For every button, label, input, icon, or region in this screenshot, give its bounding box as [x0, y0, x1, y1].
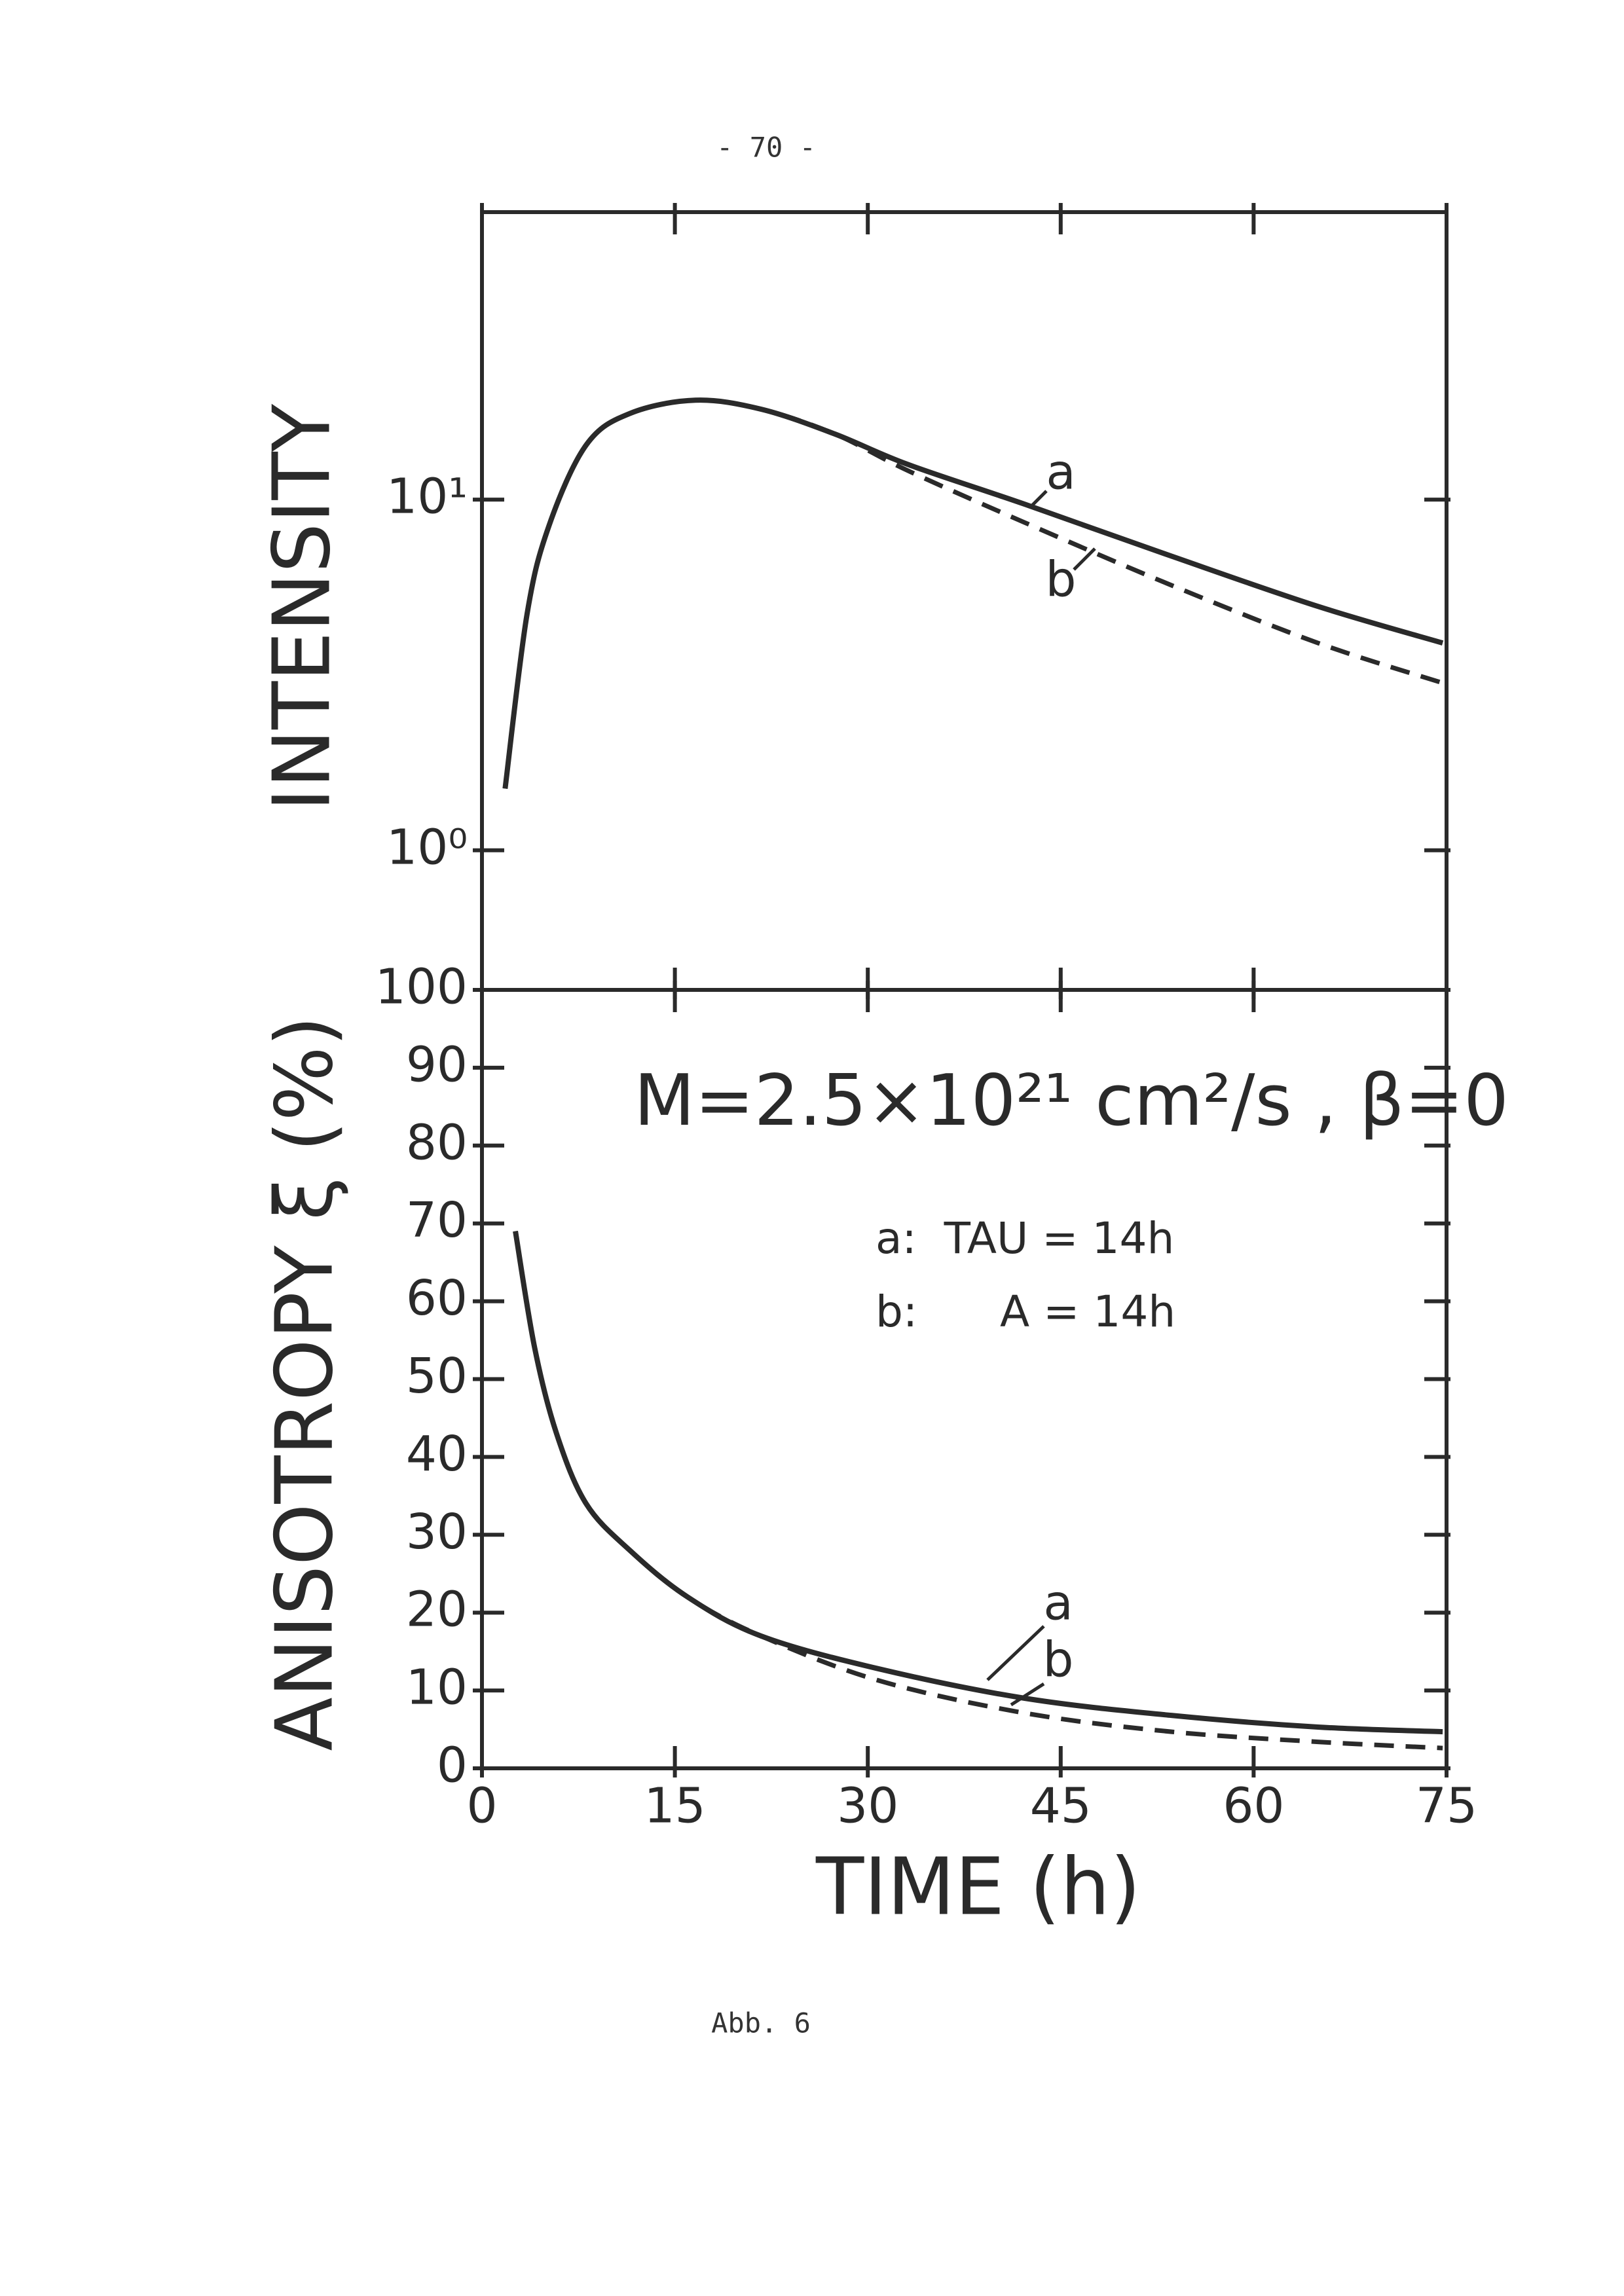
label-leader	[986, 1625, 1045, 1681]
page-number: - 70 -	[716, 132, 816, 164]
annotation: b: A = 14h	[876, 1286, 1175, 1337]
y-tick-label: 0	[437, 1738, 468, 1794]
label-leader	[1031, 490, 1048, 507]
series-line	[513, 1231, 1443, 1751]
x-tick-label: 0	[466, 1778, 497, 1834]
x-axis-label: TIME (h)	[815, 1842, 1141, 1933]
y-tick-label: 70	[406, 1192, 468, 1248]
series-label: b	[1043, 1632, 1074, 1688]
caption: Abb. 6	[711, 2007, 811, 2039]
y-tick-label: 100	[375, 959, 468, 1015]
y-tick-label: 60	[406, 1270, 468, 1326]
x-tick-label: 45	[1030, 1778, 1092, 1834]
y-tick-label: 30	[406, 1504, 468, 1560]
y-tick-label: 90	[406, 1036, 468, 1093]
y-tick-label: 10	[406, 1660, 468, 1716]
y-tick-label: 80	[406, 1114, 468, 1171]
series-label: b	[1046, 552, 1077, 608]
y-tick-label: 20	[406, 1582, 468, 1638]
y-axis-label: INTENSITY	[257, 403, 348, 811]
y-tick-label: 10⁰	[386, 819, 468, 875]
x-tick-label: 75	[1416, 1778, 1477, 1834]
x-tick-label: 60	[1223, 1778, 1284, 1834]
annotation: a: TAU = 14h	[876, 1213, 1174, 1264]
y-tick-label: 40	[406, 1426, 468, 1482]
x-tick-label: 30	[837, 1778, 898, 1834]
series-label: a	[1043, 1575, 1073, 1631]
label-leader	[1073, 547, 1096, 571]
y-axis-label: ANISOTROPY ξ (%)	[260, 1016, 351, 1751]
series-line	[502, 397, 1444, 789]
annotation: M=2.5×10²¹ cm²/s , β=0	[634, 1060, 1509, 1142]
x-tick-label: 15	[644, 1778, 706, 1834]
y-tick-label: 10¹	[386, 469, 468, 525]
y-tick-label: 50	[406, 1348, 468, 1404]
series-label: a	[1046, 445, 1075, 501]
label-leader	[1010, 1682, 1045, 1707]
